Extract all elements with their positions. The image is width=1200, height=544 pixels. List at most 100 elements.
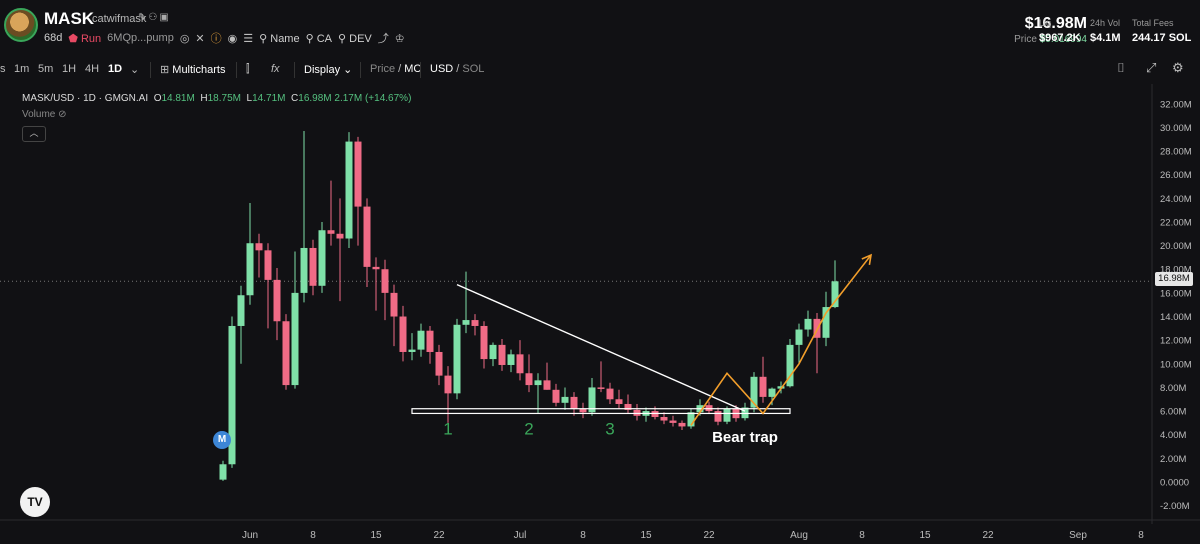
camera-icon[interactable]: ⌷ bbox=[1117, 60, 1125, 75]
y-tick-label: 0.0000 bbox=[1160, 478, 1189, 489]
candle-body bbox=[678, 422, 686, 427]
timeframe-s[interactable]: s bbox=[0, 63, 6, 75]
y-tick-label: 28.00M bbox=[1160, 147, 1192, 158]
token-name: catwifmask bbox=[92, 13, 147, 25]
candle-body bbox=[723, 408, 731, 422]
y-tick-label: 26.00M bbox=[1160, 170, 1192, 181]
edit-icon[interactable]: ✎ bbox=[138, 12, 149, 23]
timeframe-4h[interactable]: 4H bbox=[85, 63, 100, 75]
crown-icon[interactable]: ♔ bbox=[394, 32, 405, 45]
legend-symbol: MASK/USD · 1D · GMGN.AI bbox=[22, 93, 149, 104]
last-price-tag: 16.98M bbox=[1155, 272, 1193, 286]
search-name-link[interactable]: ⚲ Name bbox=[259, 32, 300, 45]
token-header: MASK catwifmask ✎⚇▣ 68d ⬟ Run 6MQp...pum… bbox=[0, 0, 1200, 52]
liq-value: $967.2K bbox=[1039, 32, 1081, 44]
fees-label: Total Fees bbox=[1132, 18, 1174, 28]
timeframe-5m[interactable]: 5m bbox=[38, 63, 54, 75]
usd-sol-toggle[interactable]: USD / SOL bbox=[430, 63, 485, 75]
search-dev-link[interactable]: ⚲ DEV bbox=[338, 32, 372, 45]
run-badge[interactable]: ⬟ Run bbox=[68, 32, 102, 45]
eye-off-icon[interactable]: ⊘ bbox=[58, 109, 67, 120]
y-tick-label: 2.00M bbox=[1160, 454, 1186, 465]
price-chart[interactable]: 32.00M30.00M28.00M26.00M24.00M22.00M20.0… bbox=[0, 84, 1200, 544]
candle-body bbox=[381, 269, 389, 293]
x-tick-label: 8 bbox=[859, 530, 865, 541]
candle-body bbox=[282, 321, 290, 386]
volume-toggle[interactable]: Volume ⊘ bbox=[22, 109, 67, 120]
divider bbox=[236, 62, 237, 78]
contract-address[interactable]: 6MQp...pump bbox=[107, 32, 174, 44]
y-tick-label: 14.00M bbox=[1160, 312, 1192, 323]
candle-body bbox=[489, 344, 497, 360]
token-symbol: MASK bbox=[44, 9, 95, 28]
candle-body bbox=[372, 266, 380, 270]
candle-body bbox=[309, 247, 317, 286]
legend-low: L14.71M bbox=[246, 93, 286, 104]
candle-body bbox=[417, 330, 425, 350]
share-icon[interactable]: ⤴ bbox=[377, 33, 389, 45]
y-tick-label: 8.00M bbox=[1160, 383, 1186, 394]
projection-path bbox=[690, 254, 872, 426]
candle-body bbox=[831, 281, 839, 308]
search-icon: ⚲ bbox=[338, 32, 347, 45]
timeframe-1d[interactable]: 1D bbox=[108, 63, 123, 75]
legend-change: 2.17M (+14.67%) bbox=[334, 93, 412, 104]
candle-body bbox=[426, 330, 434, 352]
divider bbox=[294, 62, 295, 78]
x-tick-label: 22 bbox=[982, 530, 994, 541]
candle-body bbox=[552, 389, 560, 403]
token-avatar[interactable] bbox=[4, 8, 38, 42]
warning-icon[interactable]: ⓘ bbox=[210, 33, 222, 45]
y-tick-label: 12.00M bbox=[1160, 336, 1192, 347]
info-icon[interactable]: ◉ bbox=[227, 32, 238, 45]
timeframe-1h[interactable]: 1H bbox=[62, 63, 77, 75]
globe-icon[interactable]: ◎ bbox=[179, 32, 190, 45]
twitter-icon[interactable]: ✕ bbox=[195, 32, 205, 45]
y-tick-label: -2.00M bbox=[1160, 501, 1190, 512]
divider bbox=[420, 62, 421, 78]
fullscreen-icon[interactable]: ⤢ bbox=[1146, 60, 1157, 75]
candle-body bbox=[498, 344, 506, 365]
migration-marker[interactable]: M bbox=[213, 431, 231, 449]
multicharts-button[interactable]: ⊞ Multicharts bbox=[160, 64, 226, 76]
candle-body bbox=[453, 324, 461, 394]
search-ca-link[interactable]: ⚲ CA bbox=[305, 32, 332, 45]
trendline bbox=[456, 283, 746, 412]
legend-high: H18.75M bbox=[200, 93, 241, 104]
price-mc-toggle[interactable]: Price / MC bbox=[370, 63, 422, 75]
candle-body bbox=[435, 351, 443, 376]
candle-body bbox=[525, 373, 533, 386]
candle-body bbox=[255, 243, 263, 251]
candle-body bbox=[246, 243, 254, 296]
price-line: Price $0.016994 bbox=[1014, 34, 1087, 45]
settings-icon[interactable]: ⚙ bbox=[1172, 60, 1184, 75]
fees-value: 244.17 SOL bbox=[1132, 32, 1192, 44]
liq-label: Liq bbox=[1039, 18, 1052, 28]
collapse-button[interactable]: ︿ bbox=[22, 126, 46, 142]
tradingview-logo[interactable]: TV bbox=[20, 487, 50, 517]
chart-toolbar: s 1m 5m 1H 4H 1D ⌄ ⊞ Multicharts ⫿ fx Di… bbox=[0, 58, 1200, 82]
chevron-down-icon[interactable]: ⌄ bbox=[130, 64, 140, 76]
image-icon[interactable]: ▣ bbox=[159, 12, 171, 23]
x-tick-label: 15 bbox=[370, 530, 382, 541]
list-icon[interactable]: ☰ bbox=[243, 32, 254, 45]
candle-body bbox=[318, 230, 326, 286]
people-icon[interactable]: ⚇ bbox=[148, 12, 160, 23]
candle-body bbox=[219, 464, 227, 480]
candle-body bbox=[795, 329, 803, 345]
x-tick-label: 22 bbox=[433, 530, 445, 541]
candle-body bbox=[390, 292, 398, 317]
candle-body bbox=[408, 349, 416, 352]
candle-body bbox=[228, 325, 236, 465]
x-tick-label: 22 bbox=[703, 530, 715, 541]
timeframe-1m[interactable]: 1m bbox=[14, 63, 30, 75]
display-dropdown[interactable]: Display ⌄ bbox=[304, 64, 353, 76]
candle-type-icon[interactable]: ⫿ bbox=[246, 63, 250, 75]
candle-body bbox=[759, 376, 767, 397]
candle-body bbox=[354, 141, 362, 207]
y-tick-label: 18.00M bbox=[1160, 265, 1192, 276]
indicators-icon[interactable]: fx bbox=[271, 63, 280, 75]
candle-body bbox=[399, 316, 407, 352]
search-icon: ⚲ bbox=[259, 32, 268, 45]
candle-body bbox=[543, 380, 551, 390]
